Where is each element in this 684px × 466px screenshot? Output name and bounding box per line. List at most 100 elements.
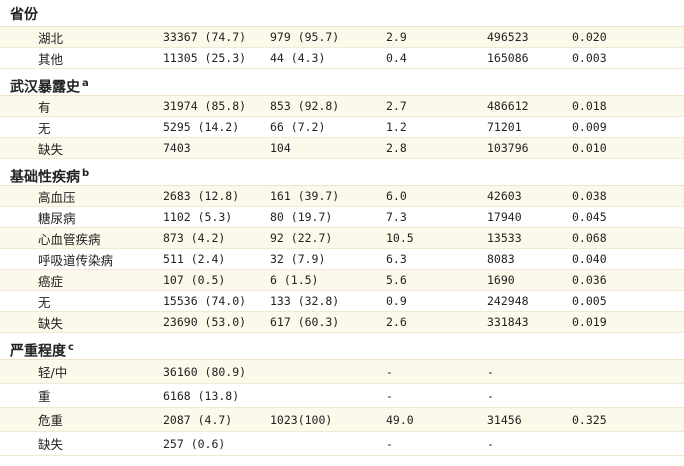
table-row: 高血压 2683 (12.8) 161 (39.7) 6.0 42603 0.038 — [0, 186, 684, 207]
table-cell: 2.8 — [386, 141, 407, 155]
row-label: 重 — [38, 389, 51, 404]
table-cell: 257 (0.6) — [163, 436, 226, 451]
row-label: 癌症 — [38, 273, 64, 289]
table-cell: 0.4 — [386, 51, 407, 65]
table-cell: 2.6 — [386, 315, 407, 329]
table-cell: 6 (1.5) — [270, 273, 319, 287]
row-label: 缺失 — [38, 141, 64, 157]
table-cell: 161 (39.7) — [270, 189, 340, 203]
table-cell: 6168 (13.8) — [163, 388, 240, 403]
table-cell: 107 (0.5) — [163, 273, 226, 287]
row-label: 有 — [38, 99, 51, 115]
section-header: 武汉暴露史 a — [0, 69, 684, 96]
section-header: 严重程度 c — [0, 333, 684, 360]
table-cell: 0.045 — [572, 210, 607, 224]
row-label: 糖尿病 — [38, 210, 76, 226]
table-row: 轻/中 36160 (80.9) - - — [0, 360, 684, 384]
table-cell: 8083 — [487, 252, 515, 266]
table-cell: 42603 — [487, 189, 522, 203]
table-cell: 23690 (53.0) — [163, 315, 247, 329]
section-title: 武汉暴露史 — [10, 79, 80, 96]
table-cell: 17940 — [487, 210, 522, 224]
table-cell: 979 (95.7) — [270, 30, 340, 44]
table-cell: 31456 — [487, 412, 522, 427]
section-header: 省份 — [0, 0, 684, 27]
table-cell: 32 (7.9) — [270, 252, 326, 266]
table-row: 危重 2087 (4.7) 1023(100) 49.0 31456 0.325 — [0, 408, 684, 432]
table-cell: 331843 — [487, 315, 529, 329]
table-cell: - — [386, 364, 393, 379]
table-cell: 2683 (12.8) — [163, 189, 240, 203]
table-cell: 11305 (25.3) — [163, 51, 247, 65]
row-label: 呼吸道传染病 — [38, 252, 114, 268]
table-cell: 36160 (80.9) — [163, 364, 247, 379]
table-cell: - — [487, 388, 494, 403]
table-cell: 0.003 — [572, 51, 607, 65]
row-label: 湖北 — [38, 30, 64, 46]
table-cell: 104 — [270, 141, 291, 155]
table-row: 重 6168 (13.8) - - — [0, 384, 684, 408]
table-cell: 7.3 — [386, 210, 407, 224]
table-cell: 13533 — [487, 231, 522, 245]
footnote-marker: c — [68, 342, 74, 353]
table-cell: 0.325 — [572, 412, 607, 427]
table-cell: 0.009 — [572, 120, 607, 134]
table-cell: 5295 (14.2) — [163, 120, 240, 134]
table-cell: 133 (32.8) — [270, 294, 340, 308]
section-title: 省份 — [10, 7, 38, 23]
table-cell: 2.9 — [386, 30, 407, 44]
table-row: 缺失 257 (0.6) - - — [0, 432, 684, 456]
table-row: 其他 11305 (25.3) 44 (4.3) 0.4 165086 0.003 — [0, 48, 684, 69]
row-label: 无 — [38, 120, 51, 136]
section-title: 基础性疾病 — [10, 169, 80, 186]
table-cell: 242948 — [487, 294, 529, 308]
table-cell: 165086 — [487, 51, 529, 65]
table-cell: 15536 (74.0) — [163, 294, 247, 308]
table-cell: 103796 — [487, 141, 529, 155]
table-row: 糖尿病 1102 (5.3) 80 (19.7) 7.3 17940 0.045 — [0, 207, 684, 228]
table-cell: 66 (7.2) — [270, 120, 326, 134]
table-cell: 853 (92.8) — [270, 99, 340, 113]
table-cell: 10.5 — [386, 231, 414, 245]
table-cell: 80 (19.7) — [270, 210, 333, 224]
table-cell: 6.3 — [386, 252, 407, 266]
table-row: 缺失 7403 104 2.8 103796 0.010 — [0, 138, 684, 159]
table-cell: - — [386, 436, 393, 451]
table-cell: 1023(100) — [270, 412, 333, 427]
table-row: 湖北 33367 (74.7) 979 (95.7) 2.9 496523 0.020 — [0, 27, 684, 48]
table-cell: 1.2 — [386, 120, 407, 134]
row-label: 轻/中 — [38, 365, 68, 380]
row-label: 缺失 — [38, 437, 64, 452]
table-row: 癌症 107 (0.5) 6 (1.5) 5.6 1690 0.036 — [0, 270, 684, 291]
table-cell: 0.040 — [572, 252, 607, 266]
table-row: 呼吸道传染病 511 (2.4) 32 (7.9) 6.3 8083 0.040 — [0, 249, 684, 270]
row-label: 无 — [38, 294, 51, 310]
table-cell: 617 (60.3) — [270, 315, 340, 329]
table-cell: - — [487, 364, 494, 379]
table-cell: 496523 — [487, 30, 529, 44]
table-cell: 0.020 — [572, 30, 607, 44]
table-cell: 0.019 — [572, 315, 607, 329]
table-row: 无 15536 (74.0) 133 (32.8) 0.9 242948 0.005 — [0, 291, 684, 312]
table-cell: 2.7 — [386, 99, 407, 113]
section-title: 严重程度 — [10, 343, 66, 360]
table-cell: 0.038 — [572, 189, 607, 203]
table-cell: - — [386, 388, 393, 403]
table-cell: 6.0 — [386, 189, 407, 203]
table-cell: 44 (4.3) — [270, 51, 326, 65]
row-label: 高血压 — [38, 189, 76, 205]
row-label: 缺失 — [38, 315, 64, 331]
table-cell: 2087 (4.7) — [163, 412, 233, 427]
table-cell: 0.9 — [386, 294, 407, 308]
table-cell: 33367 (74.7) — [163, 30, 247, 44]
footnote-marker: a — [82, 78, 89, 89]
table-row: 无 5295 (14.2) 66 (7.2) 1.2 71201 0.009 — [0, 117, 684, 138]
row-label: 其他 — [38, 51, 64, 67]
table-row: 有 31974 (85.8) 853 (92.8) 2.7 486612 0.018 — [0, 96, 684, 117]
table-cell: 92 (22.7) — [270, 231, 333, 245]
section-header: 基础性疾病 b — [0, 159, 684, 186]
row-label: 危重 — [38, 413, 64, 428]
table-cell: 5.6 — [386, 273, 407, 287]
table-cell: 0.005 — [572, 294, 607, 308]
